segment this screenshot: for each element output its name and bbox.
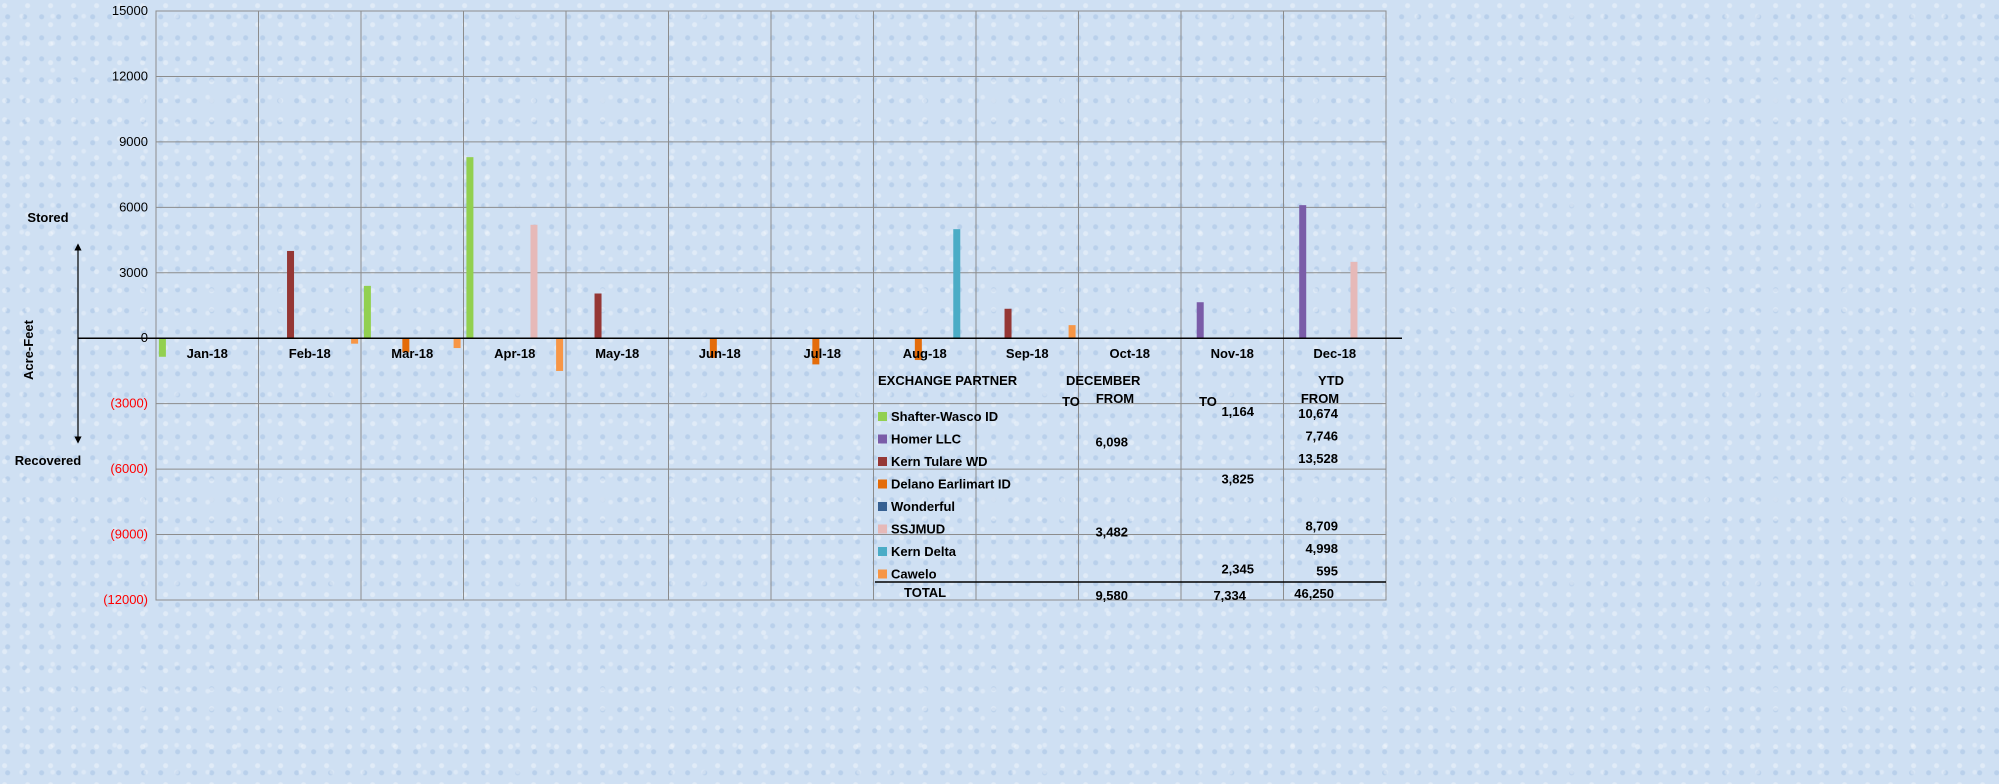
table-cell-ytd-to: 2,345 — [1221, 562, 1254, 577]
table-col-from: FROM — [1096, 391, 1134, 406]
y-tick-label: 6000 — [119, 199, 148, 214]
y-tick-label: 9000 — [119, 134, 148, 149]
legend-swatch — [878, 502, 887, 511]
table-row-name: Delano Earlimart ID — [891, 477, 1011, 492]
bar — [709, 338, 717, 358]
table-cell-ytd-from: 13,528 — [1298, 451, 1338, 466]
x-tick-label: Dec-18 — [1313, 346, 1356, 361]
y-tick-label: 3000 — [119, 265, 148, 280]
exchange-table: EXCHANGE PARTNER DECEMBER YTD TO FROM TO FROM S… — [875, 373, 1386, 603]
table-col-from-ytd: FROM — [1301, 391, 1339, 406]
bar — [1196, 302, 1204, 339]
legend-swatch — [878, 547, 887, 556]
table-row-name: SSJMUD — [891, 522, 945, 537]
table-cell-dec-from: 3,482 — [1095, 525, 1128, 540]
recovered-annotation: Recovered — [15, 453, 82, 468]
x-tick-label: Jan-18 — [187, 346, 228, 361]
category-labels: Jan-18 Feb-18 Mar-18 Apr-18 May-18 Jun-18 Jul-… — [187, 346, 1356, 361]
table-col-to: TO — [1062, 394, 1080, 409]
y-tick-label: (6000) — [110, 461, 148, 476]
legend-swatch — [878, 457, 887, 466]
bar — [594, 293, 602, 339]
bar — [351, 338, 359, 344]
table-cell-ytd-to: 1,164 — [1221, 404, 1254, 419]
bar — [1068, 325, 1076, 339]
y-tick-label: 15000 — [112, 3, 148, 18]
table-col-to-ytd: TO — [1199, 394, 1217, 409]
table-group-december: DECEMBER — [1066, 373, 1141, 388]
bar — [1350, 261, 1358, 339]
table-cell-ytd-from: 4,998 — [1305, 541, 1338, 556]
table-row-name: Wonderful — [891, 499, 955, 514]
y-tick-label: (12000) — [103, 592, 148, 607]
bar — [1004, 308, 1012, 339]
y-axis-title: Acre-Feet — [21, 319, 36, 380]
y-axis-ticks: 15000120009000600030000(3000)(6000)(9000… — [103, 3, 148, 607]
x-tick-label: Sep-18 — [1006, 346, 1049, 361]
table-cell-dec-from: 6,098 — [1095, 435, 1128, 450]
x-tick-label: Mar-18 — [391, 346, 433, 361]
table-header: EXCHANGE PARTNER — [878, 373, 1018, 388]
bar — [287, 250, 295, 339]
bar — [1299, 205, 1307, 339]
bar — [466, 157, 474, 339]
x-tick-label: Aug-18 — [903, 346, 947, 361]
y-tick-label: (3000) — [110, 396, 148, 411]
bar — [914, 338, 922, 361]
bar — [402, 338, 410, 353]
table-row-name: Cawelo — [891, 567, 937, 582]
x-tick-label: Oct-18 — [1110, 346, 1150, 361]
table-cell-ytd-from: 8,709 — [1305, 519, 1338, 534]
bar — [453, 338, 461, 349]
x-tick-label: Feb-18 — [289, 346, 331, 361]
table-row-name: Homer LLC — [891, 432, 962, 447]
bar — [158, 338, 166, 357]
legend-swatch — [878, 479, 887, 489]
table-total-ytd-to: 7,334 — [1213, 588, 1246, 603]
y-tick-label: 12000 — [112, 68, 148, 83]
legend-swatch — [878, 434, 887, 444]
x-tick-label: May-18 — [595, 346, 639, 361]
axes — [74, 243, 1402, 444]
x-tick-label: Jul-18 — [803, 346, 841, 361]
x-tick-label: Apr-18 — [494, 346, 535, 361]
bar — [953, 229, 961, 339]
legend-swatch — [878, 412, 887, 421]
table-row-name: Shafter-Wasco ID — [891, 409, 998, 424]
x-tick-label: Jun-18 — [699, 346, 741, 361]
table-group-ytd: YTD — [1318, 373, 1344, 388]
table-row-name: Kern Tulare WD — [891, 454, 988, 469]
table-cell-ytd-to: 3,825 — [1221, 472, 1254, 487]
x-tick-label: Nov-18 — [1211, 346, 1254, 361]
table-cell-ytd-from: 10,674 — [1298, 406, 1339, 421]
table-total-label: TOTAL — [904, 585, 946, 600]
bar — [363, 285, 371, 339]
table-cell-ytd-from: 595 — [1316, 564, 1338, 579]
stored-annotation: Stored — [27, 210, 68, 225]
table-row-name: Kern Delta — [891, 544, 957, 559]
bar — [530, 224, 538, 339]
legend-swatch — [878, 569, 887, 579]
bar — [812, 338, 820, 365]
y-tick-label: (9000) — [110, 527, 148, 542]
bar — [556, 338, 564, 371]
table-cell-ytd-from: 7,746 — [1305, 429, 1338, 444]
side-annotations: Stored Recovered Acre-Feet — [15, 210, 82, 468]
table-total-dec-from: 9,580 — [1095, 588, 1128, 603]
table-total-ytd-from: 46,250 — [1294, 586, 1334, 601]
bars — [158, 157, 1358, 371]
gridlines — [155, 10, 1387, 601]
legend-swatch — [878, 524, 887, 534]
